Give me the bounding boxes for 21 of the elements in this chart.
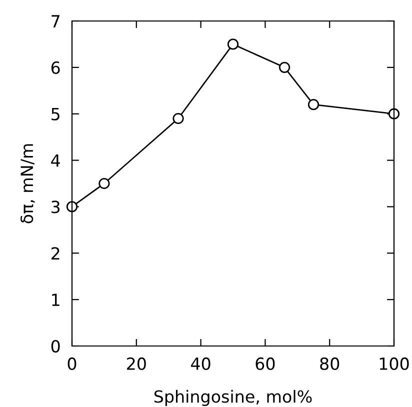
y-axis-title: δπ, mN/m [20,144,35,224]
x-tick-label: 60 [256,357,275,370]
y-tick-label: 6 [51,61,60,74]
y-tick-label: 2 [52,247,60,260]
x-tick-label: 40 [191,357,210,370]
y-tick-label: 3 [52,200,60,214]
point [98,178,110,190]
x-tick-label: 100 [380,357,409,370]
point [227,38,239,50]
y-tick-label: 4 [51,154,60,167]
point [308,99,320,110]
y-tick-label: 0 [51,340,60,353]
y-tick-label: 5 [52,108,60,120]
y-tick-label: 7 [52,15,60,28]
x-axis-title: Sphingosine, mol% [154,390,312,406]
x-tick-label: 20 [127,357,146,370]
point [172,112,184,124]
y-tick-label: 1 [52,294,60,306]
x-tick-label: 80 [320,357,340,370]
point [278,62,290,73]
x-tick-label: 0 [68,357,76,370]
